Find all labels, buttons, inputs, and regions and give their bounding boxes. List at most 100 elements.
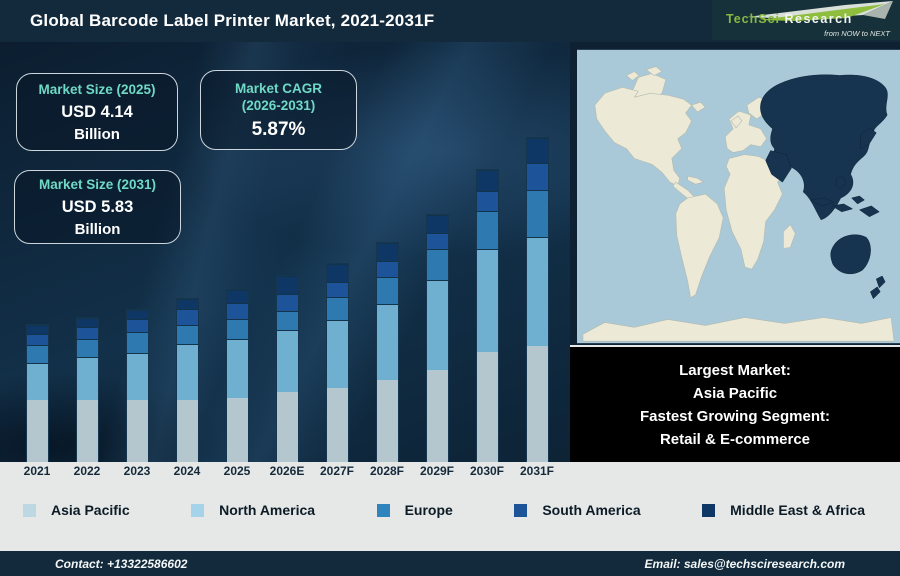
market-cagr-label-line2: (2026-2031) xyxy=(241,97,316,113)
right-panel: Largest Market: Asia Pacific Fastest Gro… xyxy=(570,42,900,462)
footer: Contact: +13322586602 Email: sales@techs… xyxy=(0,551,900,576)
page-title: Global Barcode Label Printer Market, 202… xyxy=(30,11,435,30)
x-tick-label: 2026E xyxy=(269,464,305,478)
legend-label: North America xyxy=(219,502,316,518)
x-tick-label: 2024 xyxy=(173,464,201,478)
segment-north-america xyxy=(376,304,398,380)
x-axis-labels: 2021 2022 2023 2024 2025 2026E 2027F 2028F 2029F… xyxy=(0,464,570,480)
bar-2023 xyxy=(125,309,149,462)
legend-label: Middle East & Africa xyxy=(730,502,865,518)
bar-2030F xyxy=(475,169,499,462)
segment-europe xyxy=(476,211,498,249)
bar-2024 xyxy=(175,298,199,462)
legend-item-europe: Europe xyxy=(376,502,453,518)
x-tick-label: 2028F xyxy=(369,464,405,478)
segment-middle-east-africa xyxy=(176,299,198,309)
segment-asia-pacific xyxy=(76,400,98,462)
segment-south-america xyxy=(176,309,198,325)
segment-south-america xyxy=(226,303,248,319)
callout-line-1: Largest Market: xyxy=(679,361,791,379)
map-container xyxy=(570,42,900,345)
segment-north-america xyxy=(426,280,448,370)
segment-middle-east-africa xyxy=(326,264,348,282)
segment-middle-east-africa xyxy=(526,138,548,163)
legend-label: Asia Pacific xyxy=(51,502,130,518)
segment-europe xyxy=(526,190,548,237)
segment-middle-east-africa xyxy=(276,276,298,294)
segment-middle-east-africa xyxy=(426,215,448,233)
legend-swatch xyxy=(376,503,390,517)
chart-legend: Asia Pacific North America Europe South Ame… xyxy=(23,502,865,518)
segment-south-america xyxy=(26,334,48,345)
callout-line-4: Retail & E-commerce xyxy=(659,430,811,448)
header: Global Barcode Label Printer Market, 202… xyxy=(0,0,900,42)
bar-2025 xyxy=(225,289,249,462)
market-size-2025-label: Market Size (2025) xyxy=(38,82,156,97)
segment-middle-east-africa xyxy=(26,325,48,334)
segment-middle-east-africa xyxy=(476,170,498,191)
x-tick-label: 2025 xyxy=(223,464,251,478)
bars xyxy=(0,42,570,462)
largest-market-callout: Largest Market: Asia Pacific Fastest Gro… xyxy=(570,345,900,462)
market-size-2031-box: Market Size (2031) USD 5.83 Billion xyxy=(14,170,181,244)
legend-swatch xyxy=(702,503,716,517)
segment-north-america xyxy=(526,237,548,346)
legend-label: South America xyxy=(542,502,641,518)
segment-north-america xyxy=(76,357,98,400)
segment-north-america xyxy=(326,320,348,388)
segment-europe xyxy=(326,297,348,320)
bar-2029F xyxy=(425,214,449,462)
x-tick-label: 2021 xyxy=(23,464,51,478)
callout-line-2: Asia Pacific xyxy=(692,384,778,402)
bar-2021 xyxy=(25,324,49,462)
segment-south-america xyxy=(376,261,398,277)
bottom-band: 2021 2022 2023 2024 2025 2026E 2027F 2028F 2029F… xyxy=(0,462,900,551)
segment-south-america xyxy=(76,327,98,339)
legend-item-south-america: South America xyxy=(514,502,641,518)
segment-middle-east-africa xyxy=(376,243,398,261)
segment-asia-pacific xyxy=(426,370,448,462)
logo-brand-primary: TechSci xyxy=(726,12,781,26)
x-tick-label: 2031F xyxy=(519,464,555,478)
segment-south-america xyxy=(276,294,298,311)
segment-asia-pacific xyxy=(176,400,198,462)
main-content: Market Size (2025) USD 4.14 Billion Mark… xyxy=(0,42,900,462)
segment-south-america xyxy=(476,191,498,211)
legend-swatch xyxy=(514,503,528,517)
market-cagr-box: Market CAGR (2026-2031) 5.87% xyxy=(200,70,357,150)
segment-middle-east-africa xyxy=(226,290,248,303)
market-cagr-label: Market CAGR xyxy=(234,80,323,96)
segment-south-america xyxy=(426,233,448,249)
market-size-2031-unit: Billion xyxy=(74,221,121,238)
market-size-2025-box: Market Size (2025) USD 4.14 Billion xyxy=(16,73,178,151)
legend-swatch xyxy=(191,503,205,517)
bar-2026E xyxy=(275,275,299,462)
legend-item-north-america: North America xyxy=(191,502,315,518)
x-tick-label: 2022 xyxy=(73,464,101,478)
segment-north-america xyxy=(276,330,298,392)
callout-line-3: Fastest Growing Segment: xyxy=(639,407,831,425)
x-tick-label: 2027F xyxy=(319,464,355,478)
legend-label: Europe xyxy=(404,502,453,518)
bar-2027F xyxy=(325,263,349,462)
segment-europe xyxy=(126,332,148,353)
segment-europe xyxy=(176,325,198,344)
segment-europe xyxy=(76,339,98,357)
logo-arrow-icon xyxy=(747,1,893,21)
market-size-2025-value: USD 4.14 xyxy=(61,103,133,121)
segment-south-america xyxy=(126,319,148,332)
bar-2031F xyxy=(525,137,549,462)
x-tick-label: 2029F xyxy=(419,464,455,478)
segment-asia-pacific xyxy=(276,392,298,462)
x-tick-label: 2023 xyxy=(123,464,151,478)
x-tick-label: 2030F xyxy=(469,464,505,478)
market-size-2031-value: USD 5.83 xyxy=(61,198,134,216)
legend-item-middle-east-africa: Middle East & Africa xyxy=(702,502,865,518)
segment-north-america xyxy=(226,339,248,398)
chart-panel: Market Size (2025) USD 4.14 Billion Mark… xyxy=(0,42,570,462)
segment-asia-pacific xyxy=(226,398,248,462)
segment-asia-pacific xyxy=(326,388,348,462)
segment-north-america xyxy=(176,344,198,400)
segment-north-america xyxy=(476,249,498,352)
segment-asia-pacific xyxy=(126,400,148,462)
